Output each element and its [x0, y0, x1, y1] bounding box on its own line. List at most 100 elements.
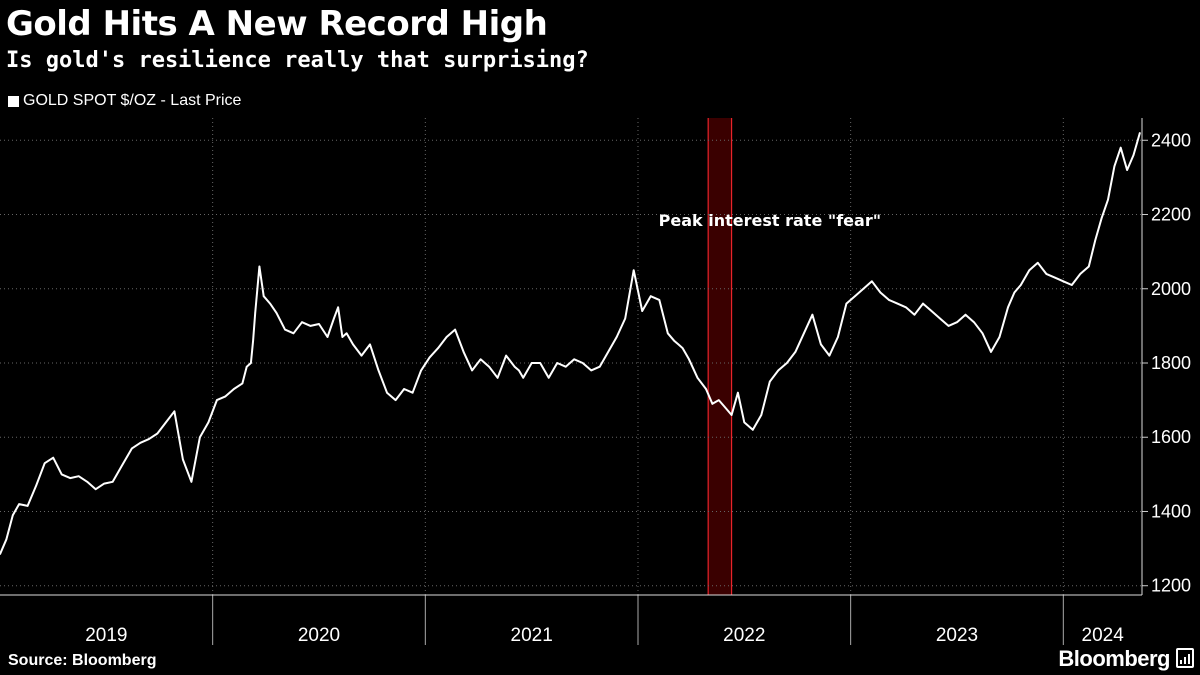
data-point: [1100, 217, 1103, 220]
data-point: [386, 391, 388, 394]
data-point: [803, 332, 805, 335]
data-point: [5, 538, 8, 541]
data-point: [641, 310, 644, 312]
data-point: [1054, 276, 1056, 279]
data-point: [871, 280, 873, 283]
data-point: [224, 395, 227, 398]
data-point: [862, 287, 865, 290]
data-point: [69, 477, 71, 479]
data-point: [649, 295, 652, 297]
data-point: [11, 514, 14, 516]
data-point: [786, 362, 788, 364]
y-tick-label: 2400: [1151, 130, 1191, 150]
chart-title: Gold Hits A New Record High: [6, 4, 548, 44]
data-point: [854, 295, 856, 297]
data-point: [998, 336, 1001, 338]
data-point: [1132, 154, 1135, 156]
y-tick-label: 2000: [1151, 279, 1191, 299]
data-point: [471, 369, 473, 372]
data-point: [326, 336, 329, 338]
x-tick-label: 2022: [723, 625, 765, 646]
data-point: [711, 403, 714, 405]
data-point: [454, 328, 456, 331]
data-point: [369, 343, 371, 346]
data-point: [86, 480, 88, 483]
data-point: [743, 421, 746, 424]
data-point: [632, 269, 635, 271]
data-point: [556, 362, 558, 364]
bar-chart-icon: [1176, 648, 1194, 668]
data-point: [479, 358, 482, 361]
y-tick-label: 1200: [1151, 576, 1191, 596]
data-point: [394, 399, 397, 401]
data-point: [1079, 273, 1082, 275]
data-point: [94, 488, 97, 491]
data-point: [724, 406, 726, 409]
data-point: [658, 299, 661, 301]
data-point: [505, 354, 507, 357]
data-point: [182, 458, 184, 461]
data-point: [964, 313, 967, 316]
data-point: [26, 505, 29, 507]
data-point: [981, 332, 984, 335]
data-point: [737, 391, 739, 394]
data-point: [1036, 261, 1039, 264]
data-point: [947, 325, 950, 327]
data-point: [820, 343, 822, 346]
data-point: [437, 347, 439, 349]
x-tick-label: 2020: [298, 625, 340, 646]
data-point: [673, 339, 675, 342]
annotation-band: [708, 118, 732, 595]
data-point: [18, 503, 20, 505]
y-tick-label: 1400: [1151, 501, 1191, 521]
data-point: [905, 306, 907, 309]
data-point: [139, 442, 142, 444]
data-point: [615, 336, 618, 338]
data-point: [258, 265, 261, 268]
brand-logo: Bloomberg: [1058, 646, 1170, 671]
data-point: [284, 328, 286, 331]
data-point: [564, 365, 567, 368]
x-tick-label: 2019: [85, 625, 127, 646]
data-point: [207, 421, 210, 424]
data-point: [956, 321, 958, 323]
data-point: [930, 310, 933, 312]
data-point: [896, 302, 899, 305]
y-tick-label: 1800: [1151, 353, 1191, 373]
data-point: [428, 356, 431, 359]
data-point: [462, 351, 465, 353]
data-point: [411, 391, 414, 394]
data-point: [173, 410, 176, 413]
data-point: [1094, 239, 1097, 242]
data-point: [111, 480, 114, 483]
x-tick-label: 2021: [511, 625, 553, 646]
data-point: [522, 377, 524, 379]
data-point: [681, 347, 684, 349]
data-point: [547, 377, 550, 379]
data-point: [845, 302, 848, 305]
data-point: [241, 382, 244, 385]
data-point: [190, 480, 193, 483]
data-point: [77, 475, 80, 478]
data-point: [794, 351, 797, 353]
data-point: [360, 354, 363, 357]
legend: GOLD SPOT $/OZ - Last Price: [8, 92, 241, 110]
data-point: [718, 399, 720, 401]
data-point: [1019, 284, 1022, 286]
data-point: [677, 343, 680, 346]
data-point: [269, 302, 271, 305]
data-point: [199, 436, 201, 439]
data-point: [120, 466, 123, 468]
data-point: [309, 325, 312, 327]
data-point: [488, 365, 490, 368]
x-tick-label: 2023: [936, 625, 978, 646]
x-tick-label: 2024: [1082, 625, 1125, 646]
data-point: [1119, 146, 1122, 149]
data-point: [666, 332, 669, 335]
data-point: [530, 362, 533, 364]
annotation-label: Peak interest rate "fear": [659, 211, 881, 230]
data-point: [165, 421, 167, 424]
data-point: [811, 313, 814, 316]
data-point: [598, 365, 601, 368]
data-point: [275, 312, 278, 314]
